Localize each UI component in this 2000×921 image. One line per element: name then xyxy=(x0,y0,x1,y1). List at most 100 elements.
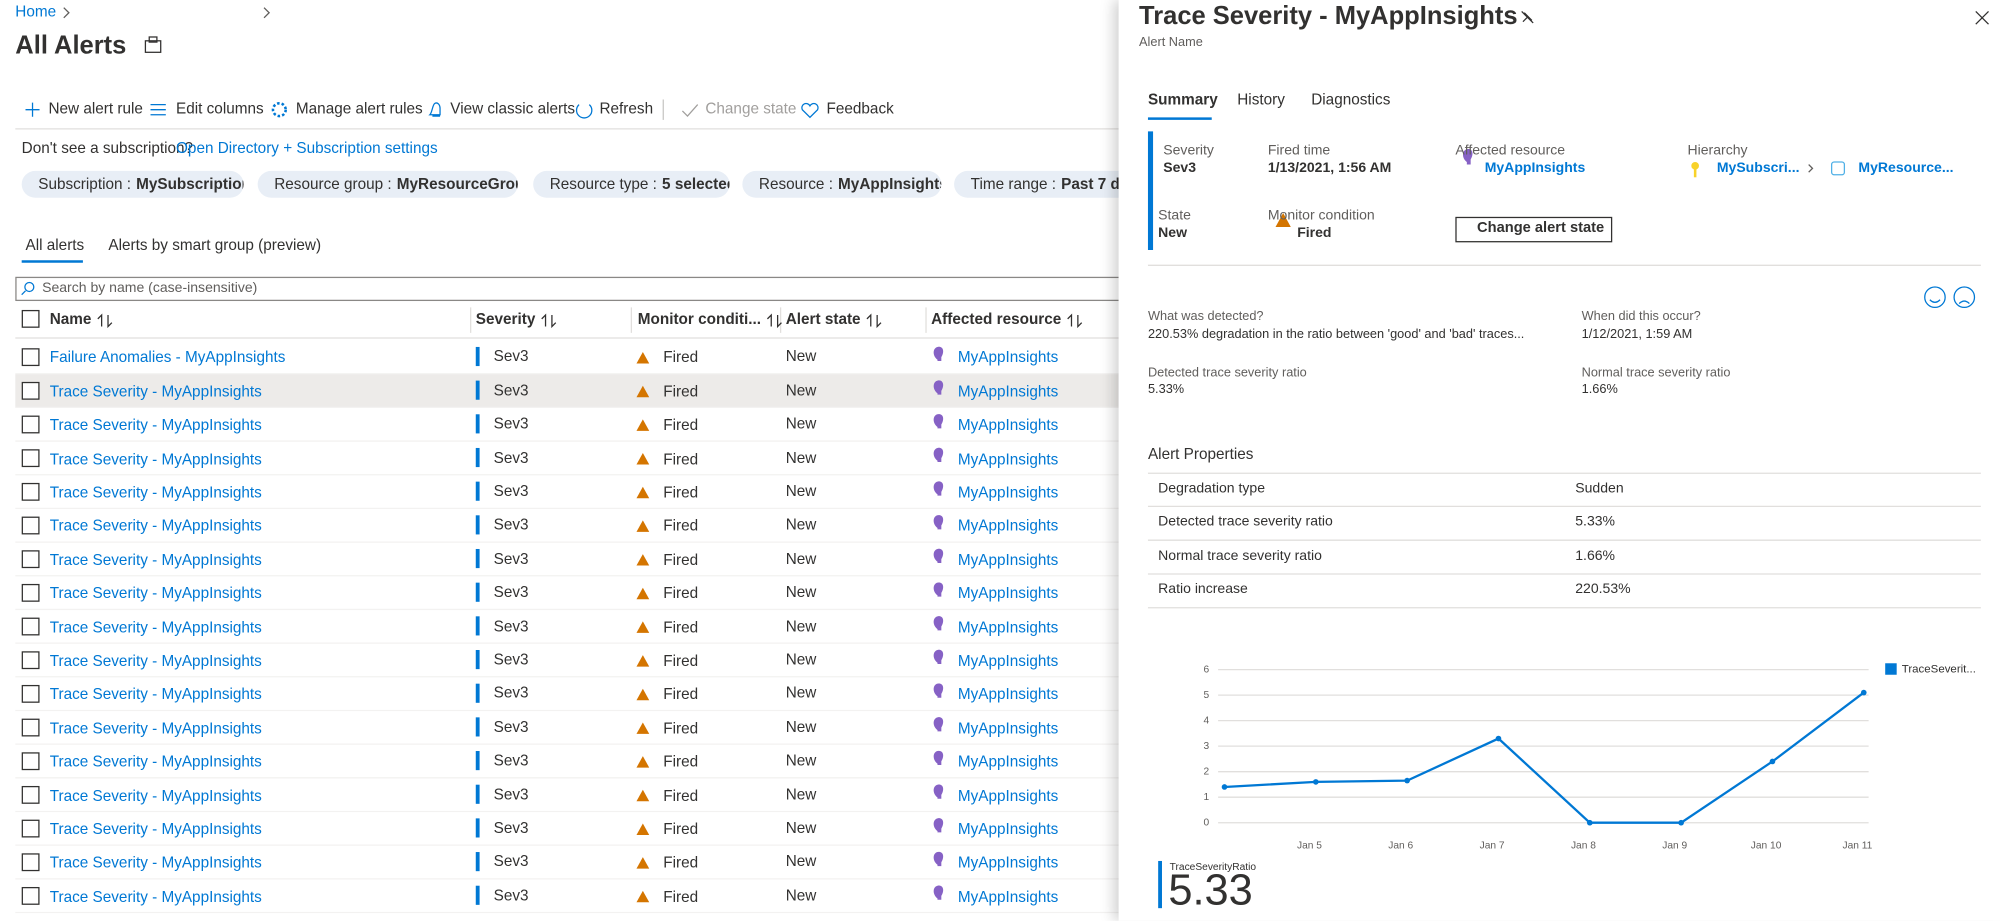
checkbox[interactable] xyxy=(21,516,40,535)
resource-link[interactable]: MyAppInsights xyxy=(957,786,1059,805)
resource-link[interactable]: MyAppInsights xyxy=(957,618,1059,636)
alert-name-link[interactable]: Trace Severity - MyAppInsights xyxy=(49,584,262,603)
button[interactable]: Change alert state xyxy=(1477,220,1605,236)
breadcrumb-link[interactable]: Home xyxy=(15,3,57,21)
checkbox[interactable] xyxy=(21,785,40,804)
alert-name-link[interactable]: Trace Severity - MyAppInsights xyxy=(49,820,262,839)
field-value: 1/13/2021, 1:56 AM xyxy=(1267,160,1392,176)
resource-icon xyxy=(933,616,944,631)
left-decor xyxy=(15,7,1119,914)
resource-link[interactable]: MyAppInsights xyxy=(957,449,1059,468)
filter-pill[interactable]: Subscription : MySubscription xyxy=(21,170,244,198)
alert-name-link[interactable]: Trace Severity - MyAppInsights xyxy=(49,853,262,872)
alert-name-link[interactable]: Trace Severity - MyAppInsights xyxy=(49,517,262,535)
toolbar-button[interactable]: Feedback xyxy=(826,99,894,118)
close-icon[interactable] xyxy=(1975,11,1989,25)
search-box[interactable] xyxy=(15,276,1119,302)
alert-name-link[interactable]: Trace Severity - MyAppInsights xyxy=(49,719,262,737)
checkbox[interactable] xyxy=(21,819,40,838)
checkbox[interactable] xyxy=(21,550,40,569)
tab[interactable]: All alerts xyxy=(25,236,85,255)
checkbox[interactable] xyxy=(21,482,40,501)
notice-link[interactable]: Open Directory + Subscription settings xyxy=(176,139,438,158)
checkbox[interactable] xyxy=(21,853,40,872)
checkbox[interactable] xyxy=(21,684,40,703)
field-label: What was detected? xyxy=(1147,309,1264,324)
warning-icon xyxy=(636,385,650,398)
tab[interactable]: Summary xyxy=(1147,91,1218,109)
button-border[interactable] xyxy=(1455,216,1613,243)
warning-icon xyxy=(636,587,650,600)
checkbox[interactable] xyxy=(21,617,40,636)
checkbox[interactable] xyxy=(21,752,40,771)
checkbox[interactable] xyxy=(21,348,40,367)
toolbar-button[interactable]: Manage alert rules xyxy=(295,99,423,118)
severity: Sev3 xyxy=(493,650,529,669)
filter-pill[interactable]: Resource type : 5 selected xyxy=(533,170,730,198)
checkbox[interactable] xyxy=(21,449,40,468)
resource-icon xyxy=(933,750,944,766)
checkbox[interactable] xyxy=(21,381,40,400)
filter-pill[interactable]: Resource group :MyResourceGroup xyxy=(257,170,518,198)
smile-icon[interactable] xyxy=(1924,286,1946,309)
resource-link[interactable]: MyAppInsights xyxy=(957,887,1059,906)
hierarchy-link[interactable]: MySubscri... xyxy=(1716,160,1800,176)
warning-icon xyxy=(636,419,650,431)
alert-name-link[interactable]: Trace Severity - MyAppInsights xyxy=(49,786,262,805)
resource-link[interactable]: MyAppInsights xyxy=(957,853,1059,872)
alert-name-link[interactable]: Trace Severity - MyAppInsights xyxy=(49,483,262,502)
resource-link[interactable]: MyAppInsights xyxy=(957,348,1059,367)
resource-link[interactable]: MyAppInsights xyxy=(957,820,1059,839)
severity: Sev3 xyxy=(493,684,529,703)
resource-link[interactable]: MyAppInsights xyxy=(957,685,1059,704)
x-tick-label: Jan 10 xyxy=(1751,840,1782,851)
monitor-condition: Fired xyxy=(663,584,699,603)
toolbar-button[interactable]: New alert rule xyxy=(48,99,143,118)
resource-link[interactable]: MyAppInsights xyxy=(957,719,1059,737)
severity: Sev3 xyxy=(493,583,529,602)
severity: Sev3 xyxy=(493,515,529,534)
severity-bar xyxy=(475,414,480,434)
alert-name-link[interactable]: Trace Severity - MyAppInsights xyxy=(49,382,262,401)
toolbar-button[interactable]: Refresh xyxy=(599,99,654,118)
resource-link[interactable]: MyAppInsights xyxy=(957,382,1059,401)
alert-name-link[interactable]: Trace Severity - MyAppInsights xyxy=(49,416,262,434)
filter-pill[interactable]: Resource : MyAppInsights xyxy=(742,170,942,198)
alert-name-link[interactable]: Trace Severity - MyAppInsights xyxy=(49,618,262,636)
resource-link[interactable]: MyAppInsights xyxy=(957,416,1059,434)
tab[interactable]: Diagnostics xyxy=(1311,91,1391,109)
search-icon xyxy=(21,290,26,296)
filter-label: Subscription : xyxy=(38,174,131,193)
checkbox[interactable] xyxy=(21,651,40,670)
checkbox[interactable] xyxy=(21,583,40,602)
alert-name-link[interactable]: Trace Severity - MyAppInsights xyxy=(49,752,262,771)
alert-name-link[interactable]: Trace Severity - MyAppInsights xyxy=(49,651,262,670)
checkbox[interactable] xyxy=(21,886,40,905)
resource-link[interactable]: MyAppInsights xyxy=(957,651,1059,670)
frown-icon[interactable] xyxy=(1953,286,1976,309)
resource-link[interactable]: MyAppInsights xyxy=(957,517,1059,535)
resource-link[interactable]: MyAppInsights xyxy=(1484,160,1586,176)
hierarchy-link[interactable]: MyResource... xyxy=(1858,160,1954,176)
tab[interactable]: Alerts by smart group (preview) xyxy=(108,236,322,255)
checkbox[interactable] xyxy=(21,309,40,328)
resource-link[interactable]: MyAppInsights xyxy=(957,483,1059,502)
filter-pill[interactable]: Time range : Past 7 days xyxy=(954,170,1148,198)
alert-name-link[interactable]: Trace Severity - MyAppInsights xyxy=(49,449,262,468)
tab[interactable]: History xyxy=(1237,91,1285,109)
resource-link[interactable]: MyAppInsights xyxy=(957,550,1059,569)
resource-link[interactable]: MyAppInsights xyxy=(957,584,1059,603)
alert-name-link[interactable]: Trace Severity - MyAppInsights xyxy=(49,550,262,569)
resource-link[interactable]: MyAppInsights xyxy=(957,752,1059,771)
alert-name-link[interactable]: Trace Severity - MyAppInsights xyxy=(49,887,262,906)
severity: Sev3 xyxy=(493,549,529,568)
checkbox[interactable] xyxy=(21,718,40,737)
severity: Sev3 xyxy=(493,347,529,366)
toolbar-button[interactable]: View classic alerts xyxy=(450,99,576,118)
toolbar-button[interactable]: Edit columns xyxy=(176,99,264,118)
alert-name-link[interactable]: Trace Severity - MyAppInsights xyxy=(49,685,262,704)
checkbox[interactable] xyxy=(21,415,40,434)
toolbar-button[interactable]: Change state xyxy=(705,99,797,118)
alert-name-link[interactable]: Failure Anomalies - MyAppInsights xyxy=(49,348,286,367)
